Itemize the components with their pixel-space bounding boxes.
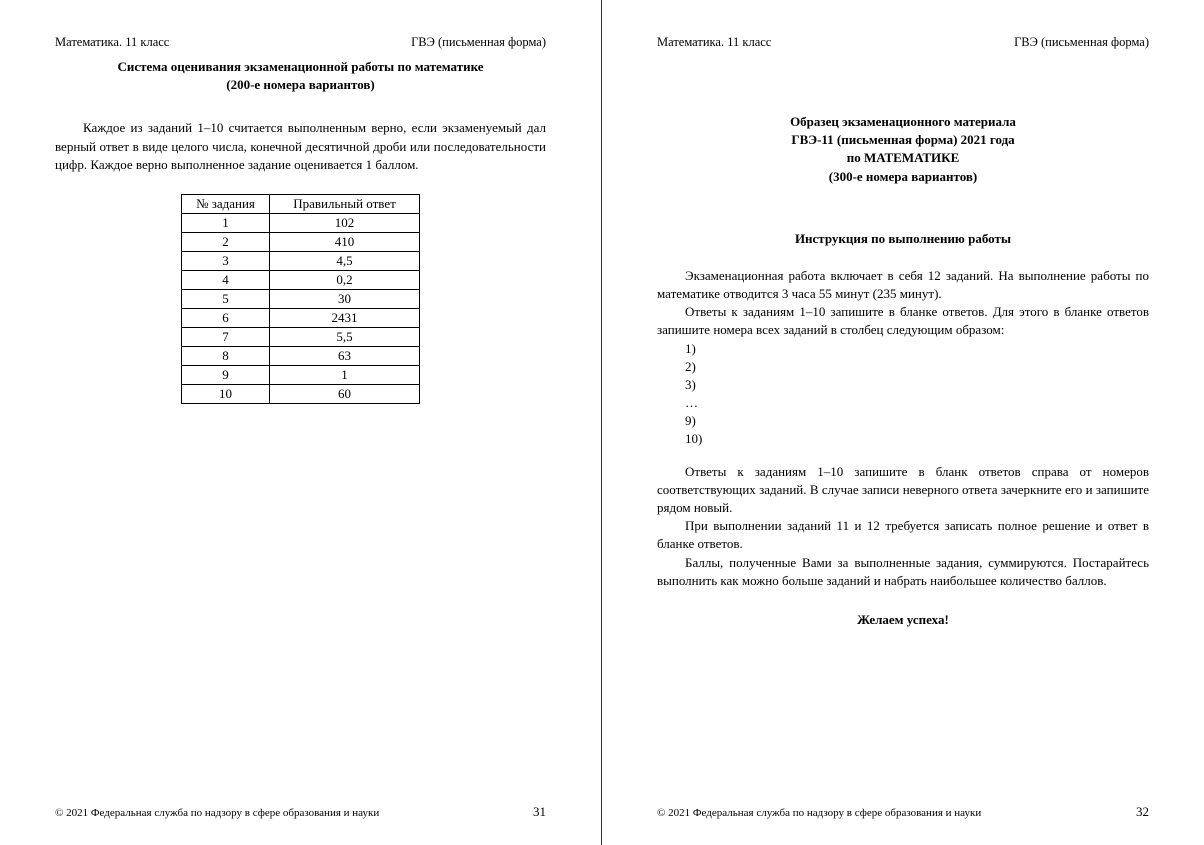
table-row: 530: [182, 289, 420, 308]
section-heading: Инструкция по выполнению работы: [657, 231, 1149, 247]
table-row: 1060: [182, 384, 420, 403]
instructions-p4: При выполнении заданий 11 и 12 требуется…: [657, 517, 1149, 553]
instructions-p5: Баллы, полученные Вами за выполненные за…: [657, 554, 1149, 590]
title-line-2: (200-е номера вариантов): [55, 76, 546, 94]
task-number: 9: [182, 365, 270, 384]
task-number: 3: [182, 251, 270, 270]
list-item: 3): [685, 376, 1149, 394]
title-block: Образец экзаменационного материала ГВЭ-1…: [657, 113, 1149, 186]
instructions-p2: Ответы к заданиям 1–10 запишите в бланке…: [657, 303, 1149, 339]
title-line-1: Система оценивания экзаменационной работ…: [55, 58, 546, 76]
task-answer: 60: [270, 384, 420, 403]
page-footer: © 2021 Федеральная служба по надзору в с…: [55, 804, 546, 820]
list-item: …: [685, 394, 1149, 412]
numbering-list: 1) 2) 3) … 9) 10): [685, 340, 1149, 449]
page-header: Математика. 11 класс ГВЭ (письменная фор…: [55, 35, 546, 50]
title-line-2: ГВЭ-11 (письменная форма) 2021 года: [657, 131, 1149, 149]
column-header-answer: Правильный ответ: [270, 194, 420, 213]
table-row: 75,5: [182, 327, 420, 346]
task-answer: 1: [270, 365, 420, 384]
list-item: 2): [685, 358, 1149, 376]
instructions-p1: Экзаменационная работа включает в себя 1…: [657, 267, 1149, 303]
title-line-1: Образец экзаменационного материала: [657, 113, 1149, 131]
task-number: 5: [182, 289, 270, 308]
table-row: 863: [182, 346, 420, 365]
task-number: 1: [182, 213, 270, 232]
copyright-text: © 2021 Федеральная служба по надзору в с…: [657, 807, 981, 819]
list-item: 10): [685, 430, 1149, 448]
table-row: 2410: [182, 232, 420, 251]
task-answer: 63: [270, 346, 420, 365]
title-line-4: (300-е номера вариантов): [657, 168, 1149, 186]
task-answer: 30: [270, 289, 420, 308]
title-block: Система оценивания экзаменационной работ…: [55, 58, 546, 94]
table-row: 40,2: [182, 270, 420, 289]
instructions-p3: Ответы к заданиям 1–10 запишите в бланк …: [657, 463, 1149, 518]
task-answer: 410: [270, 232, 420, 251]
task-number: 4: [182, 270, 270, 289]
title-line-3: по МАТЕМАТИКЕ: [657, 149, 1149, 167]
task-number: 6: [182, 308, 270, 327]
page-number: 32: [1136, 804, 1149, 820]
table-row: 34,5: [182, 251, 420, 270]
task-answer: 4,5: [270, 251, 420, 270]
column-header-number: № задания: [182, 194, 270, 213]
task-number: 2: [182, 232, 270, 251]
header-left: Математика. 11 класс: [657, 35, 771, 50]
wish-text: Желаем успеха!: [657, 612, 1149, 628]
table-row: 62431: [182, 308, 420, 327]
page-footer: © 2021 Федеральная служба по надзору в с…: [657, 804, 1149, 820]
answers-table: № задания Правильный ответ 1102 2410 34,…: [181, 194, 420, 404]
page-number: 31: [533, 804, 546, 820]
task-number: 8: [182, 346, 270, 365]
scoring-paragraph: Каждое из заданий 1–10 считается выполне…: [55, 119, 546, 174]
header-left: Математика. 11 класс: [55, 35, 169, 50]
task-number: 7: [182, 327, 270, 346]
task-answer: 5,5: [270, 327, 420, 346]
header-right: ГВЭ (письменная форма): [1014, 35, 1149, 50]
task-number: 10: [182, 384, 270, 403]
page-header: Математика. 11 класс ГВЭ (письменная фор…: [657, 35, 1149, 50]
copyright-text: © 2021 Федеральная служба по надзору в с…: [55, 807, 379, 819]
task-answer: 102: [270, 213, 420, 232]
list-item: 1): [685, 340, 1149, 358]
page-left: Математика. 11 класс ГВЭ (письменная фор…: [0, 0, 602, 845]
table-row: 1102: [182, 213, 420, 232]
list-item: 9): [685, 412, 1149, 430]
task-answer: 2431: [270, 308, 420, 327]
task-answer: 0,2: [270, 270, 420, 289]
header-right: ГВЭ (письменная форма): [411, 35, 546, 50]
table-row: 91: [182, 365, 420, 384]
page-right: Математика. 11 класс ГВЭ (письменная фор…: [602, 0, 1204, 845]
